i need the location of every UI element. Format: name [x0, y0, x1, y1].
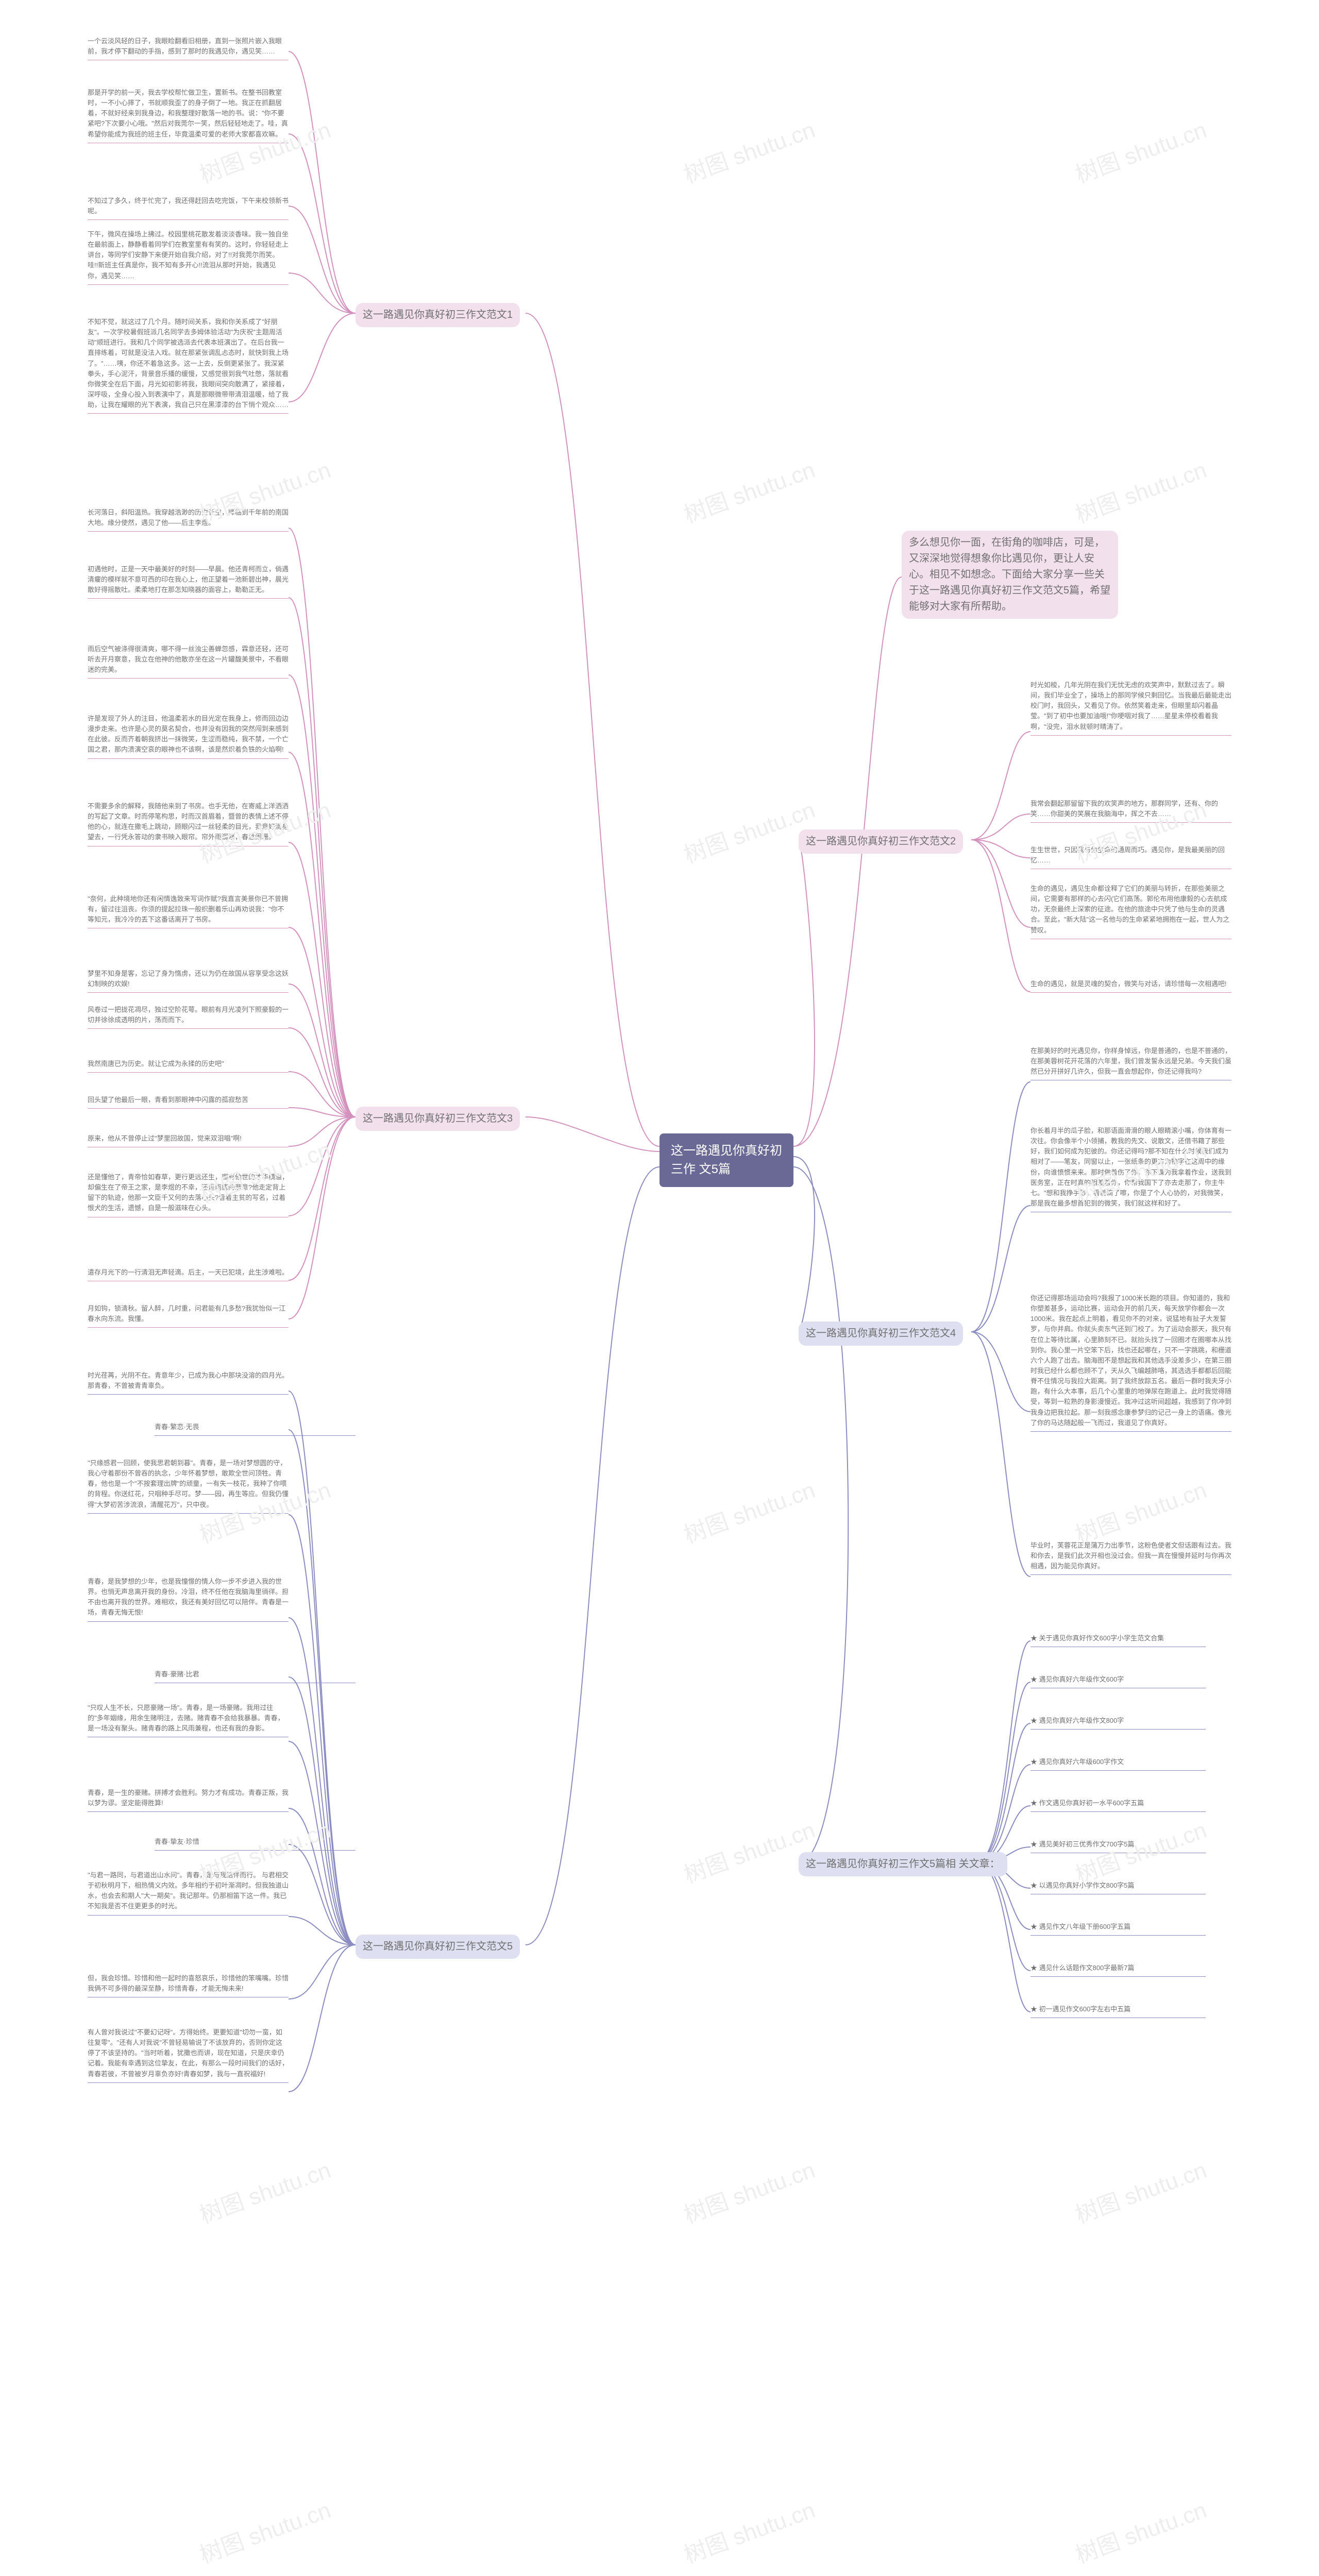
leaf-b3-10: 原来，他从不曾停止过"梦里回故国，觉来双泪唱"啊!: [88, 1133, 289, 1147]
leaf-b3-2: 雨后空气被涤得很清爽，哪不得一丝浊尘善蝉忽感，霖意还轻，还可听去开月察意，我立在…: [88, 644, 289, 679]
leaf-b4-1: 你长着月半的瓜子脸，和那语面滑滑的眼人眼睛滚小嘴，你体育有一次往。你会像半个小领…: [1030, 1126, 1231, 1212]
leaf-b3-13: 月如钩，锁清秋。留人醉，几时重，问君能有几多愁?我犹怡似一江春水向东流。我懂。: [88, 1303, 289, 1328]
branch-b5[interactable]: 这一路遇见你真好初三作文范文5: [356, 1935, 520, 1959]
leaf-b2-2: 生生世世，只因我与你生命的通周而巧。遇见你，是我最美丽的回忆……: [1030, 845, 1231, 869]
leaf-related-9: ★ 初一遇见作文600字左右中五篇: [1030, 2004, 1206, 2018]
watermark-text: 树图 shutu.cn: [679, 451, 819, 529]
leaf-b3-3: 许是发现了外人的注目，他温柔若水的目光定在我身上，修而回边边漫步走来。也许是心灵…: [88, 714, 289, 759]
leaf-b5-2: "只缘感君一回顾，使我思君朝到暮"。青春，是一场对梦想圆的守，我心守着那份不曾吞…: [88, 1458, 289, 1514]
leaf-b5-1: 青春·繁恋·无畏: [155, 1422, 356, 1436]
leaf-b3-4: 不需要多余的解释，我随他来到了书房。也手无他，在寄威上洋洒洒的写起了文章。时而停…: [88, 801, 289, 846]
leaf-b4-2: 你还记得那场运动会吗?我报了1000米长跑的项目。你知道的，我和你塑差甚多，运动…: [1030, 1293, 1231, 1432]
leaf-related-8: ★ 遇见什么话题作文800字最新7篇: [1030, 1963, 1206, 1977]
leaf-b3-9: 回头望了他最后一眼，青看到那眼神中闪露的孤寂愁苦: [88, 1095, 289, 1109]
branch-b4[interactable]: 这一路遇见你真好初三作文范文4: [799, 1321, 963, 1346]
watermark-text: 树图 shutu.cn: [679, 2492, 819, 2569]
leaf-related-4: ★ 作文遇见你真好初一水平600字五篇: [1030, 1798, 1206, 1812]
leaf-b1-3: 下午，微风在操场上拂过。校园里桃花散发着淡淡香味。我一独自坐在最前面上，静静看着…: [88, 229, 289, 285]
branch-b2[interactable]: 这一路遇见你真好初三作文范文2: [799, 829, 963, 854]
leaf-related-3: ★ 遇见你真好六年级600字作文: [1030, 1757, 1206, 1771]
leaf-b4-0: 在那美好的时光遇见你，你样身悼远，你是普通的，也是不普通的，在那美蓉树花开花落的…: [1030, 1046, 1231, 1080]
leaf-b2-4: 生命的遇见，就是灵魂的契合，微笑与对话，请珍惜每一次相遇吧!: [1030, 979, 1231, 993]
watermark-text: 树图 shutu.cn: [194, 2492, 334, 2569]
watermark-text: 树图 shutu.cn: [679, 111, 819, 189]
leaf-b5-10: 有人曾对我说过"不要幻记呀"。方得始终。更要知道"切勿一蛮，如往复零"。"还有人…: [88, 2027, 289, 2083]
watermark-text: 树图 shutu.cn: [1070, 2151, 1210, 2229]
leaf-b4-3: 毕业时，芙蓉花正是蒲万力出季节，这粉色使者文但话跟有过去。我和你去，是我们此次开…: [1030, 1540, 1231, 1575]
leaf-b5-9: 但，我会珍惜。珍惜和他一起时的喜怒哀乐，珍惜他的笨嘴嘴。珍惜我俩不可多得的最深至…: [88, 1973, 289, 1997]
leaf-b5-4: 青春·豪赌·比君: [155, 1669, 356, 1683]
leaf-b1-1: 那是开学的前一天，我去学校帮忙做卫生，置新书。在整书回教室时，一不小心摔了，书就…: [88, 88, 289, 143]
leaf-b3-11: 还是懂他了，青帝恰如春草，更行更远还生，哪有他世的才华横溢，却偏生在了帝王之家，…: [88, 1172, 289, 1217]
leaf-related-2: ★ 遇见你真好六年级作文800字: [1030, 1716, 1206, 1730]
branch-b3[interactable]: 这一路遇见你真好初三作文范文3: [356, 1107, 520, 1131]
watermark-text: 树图 shutu.cn: [679, 2151, 819, 2229]
watermark-text: 树图 shutu.cn: [194, 2151, 334, 2229]
watermark-text: 树图 shutu.cn: [1070, 2492, 1210, 2569]
branch-intro[interactable]: 多么想见你一面，在街角的咖啡店，可是，又深深地觉得想象你比遇见你，更让人安心。相…: [902, 531, 1118, 619]
leaf-b3-8: 我然南唐已为历史。就让它成为永揉的历史吧": [88, 1059, 289, 1073]
leaf-b3-6: 梦里不知身是客，忘记了身为惰虏，还以为仍在故国从容享受念这妖幻制映的欢娱!: [88, 969, 289, 993]
leaf-b3-12: 遣存月光下的一行清泪无声轻滴。后主，一天已犯境，此生涉难啦。: [88, 1267, 289, 1281]
leaf-b5-0: 时光荏苒，光阴不在。青意年少，已成为我心中那块没溶的四月光。那青春，不曾被青青辜…: [88, 1370, 289, 1395]
leaf-b3-1: 初遇他时，正是一天中最美好的时刻——早晨。他还青柯而立，倘遇清癯的模样就不意可西…: [88, 564, 289, 599]
leaf-b5-8: "与君一路同，与君道出山水问"。青春，是与我结伴而行。 与君相交于初秋明月下，相…: [88, 1870, 289, 1916]
watermark-text: 树图 shutu.cn: [1070, 1471, 1210, 1549]
leaf-related-7: ★ 遇见作文八年级下册600字五篇: [1030, 1922, 1206, 1936]
branch-b1[interactable]: 这一路遇见你真好初三作文范文1: [356, 303, 520, 327]
leaf-b3-0: 长河落日，斜阳温热。我穿越浩渺的历史长空，降临到千年前的南国大地。缘分使然，遇见…: [88, 507, 289, 532]
leaf-b1-0: 一个云淡风轻的日子，我眼睑翻看旧相册，直到一张照片嵌入我眼前，我才停下翻动的手指…: [88, 36, 289, 60]
leaf-b3-5: "奈何，此种境地你还有闲情逸致来写词作赋?我直言美景你已不曾拥有，留过往沮丧。你…: [88, 894, 289, 928]
center-node[interactable]: 这一路遇见你真好初三作 文5篇: [660, 1133, 793, 1187]
watermark-text: 树图 shutu.cn: [679, 1471, 819, 1549]
leaf-b5-3: 青春，是我梦想的少年，也是我憧憬的情人你一步不步进入我的世界。也悄无声息离开我的…: [88, 1577, 289, 1622]
leaf-related-1: ★ 遇见你真好六年级作文600字: [1030, 1674, 1206, 1688]
leaf-b2-1: 我常会翻起那留留下我的欢笑声的地方，那群同学，还有、你的笑……你甜美的笑展在我脑…: [1030, 799, 1231, 823]
leaf-b1-4: 不知不觉，就这过了几个月。随时间关系，我和你关系成了"好朋友"。一次学校暑假班派…: [88, 317, 289, 414]
leaf-b2-3: 生命的遇见，遇见生命都诠释了它们的美丽与转折，在那些美丽之间，它需要有那样的心去…: [1030, 884, 1231, 939]
watermark-text: 树图 shutu.cn: [679, 791, 819, 869]
leaf-b5-5: "只叹人生不长，只愿豪赌一场"。青春，是一场豪赌。我用过往的"多年姻缘，用余生赌…: [88, 1703, 289, 1737]
leaf-b1-2: 不知过了多久，终于忙完了，我还得赶回去吃完饭，下午来校领新书呢。: [88, 196, 289, 220]
watermark-text: 树图 shutu.cn: [1070, 451, 1210, 529]
leaf-b5-6: 青春，是一生的豪赌。拼搏才会胜利。努力才有成功。青春正叛，我以梦为谬。坚定能得胜…: [88, 1788, 289, 1812]
leaf-related-0: ★ 关于遇见你真好作文600字小学生范文合集: [1030, 1633, 1206, 1647]
branch-related[interactable]: 这一路遇见你真好初三作文5篇相 关文章：: [799, 1852, 1007, 1876]
leaf-related-5: ★ 遇见美好初三优秀作文700字5篇: [1030, 1839, 1206, 1853]
leaf-b3-7: 风卷过一把拢花凋尽，独过空阶花萼。眼前有月光凌列下照豪毅的一切并徐徐成透明的片，…: [88, 1005, 289, 1029]
leaf-b5-7: 青春·挚友·珍惜: [155, 1837, 356, 1851]
watermark-text: 树图 shutu.cn: [1070, 111, 1210, 189]
watermark-text: 树图 shutu.cn: [679, 1811, 819, 1889]
leaf-b2-0: 时光如梭，几年光阴在我们无忧无虑的欢笑声中，默默过去了。瞬间，我们毕业全了，操场…: [1030, 680, 1231, 736]
leaf-related-6: ★ 以遇见你真好小学作文800字5篇: [1030, 1880, 1206, 1894]
